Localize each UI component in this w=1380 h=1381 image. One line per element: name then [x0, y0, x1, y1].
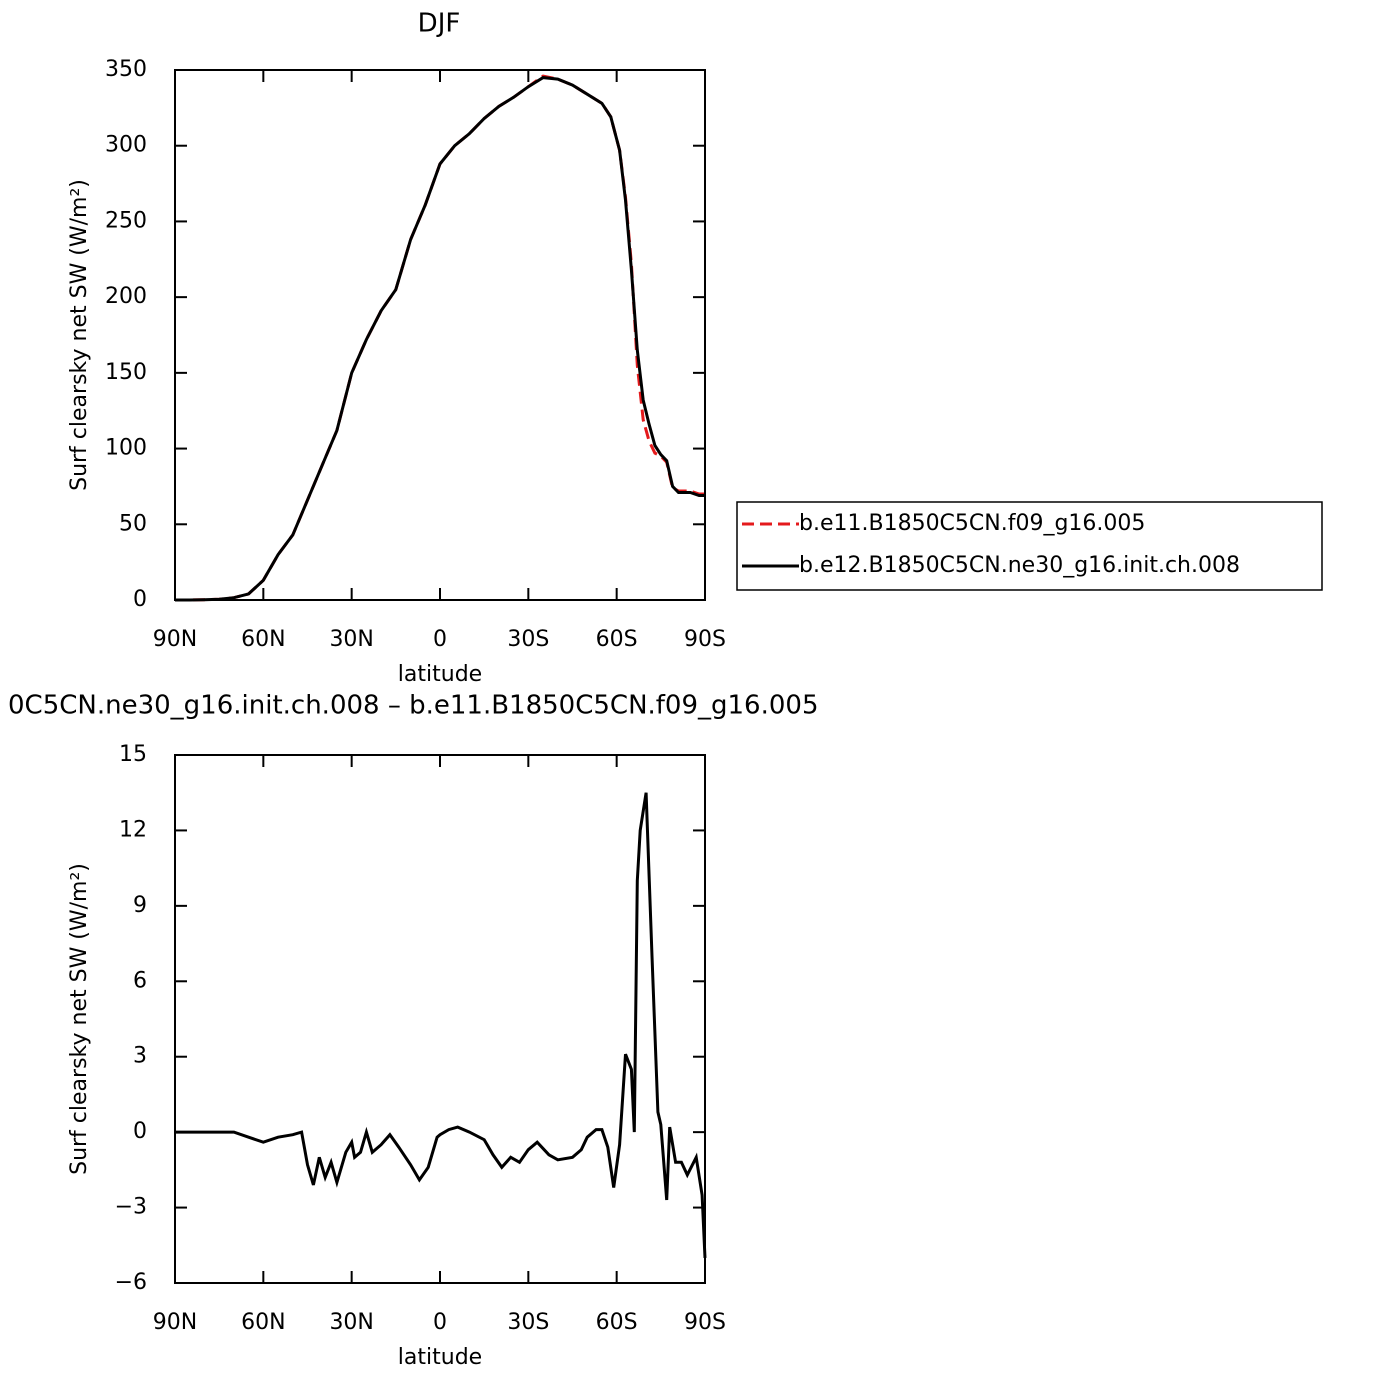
y-tick-label: 9	[133, 893, 147, 918]
y-tick-label: 100	[105, 436, 147, 461]
x-axis-label: latitude	[398, 1345, 482, 1370]
y-tick-label: 300	[105, 133, 147, 158]
x-tick-label: 60N	[241, 627, 285, 652]
legend-label: b.e12.B1850C5CN.ne30_g16.init.ch.008	[799, 553, 1240, 578]
x-tick-label: 0	[433, 627, 447, 652]
x-tick-label: 90S	[684, 1310, 726, 1335]
x-tick-label: 60N	[241, 1310, 285, 1335]
y-tick-label: −6	[115, 1270, 147, 1295]
y-tick-label: 0	[133, 587, 147, 612]
legend-box	[736, 501, 1323, 591]
y-tick-label: 50	[119, 511, 147, 536]
y-tick-label: 12	[119, 817, 147, 842]
x-tick-label: 90N	[153, 1310, 197, 1335]
y-tick-label: 250	[105, 208, 147, 233]
x-tick-label: 90S	[684, 627, 726, 652]
plot-frame	[174, 69, 706, 601]
chart-title: 0C5CN.ne30_g16.init.ch.008 – b.e11.B1850…	[8, 691, 819, 721]
x-tick-label: 60S	[596, 627, 638, 652]
y-tick-label: 0	[133, 1119, 147, 1144]
x-tick-label: 0	[433, 1310, 447, 1335]
y-tick-label: 150	[105, 360, 147, 385]
data-line	[175, 74, 705, 602]
plot-frame	[174, 754, 706, 1284]
y-tick-label: −3	[115, 1195, 147, 1220]
legend-label: b.e11.B1850C5CN.f09_g16.005	[799, 511, 1145, 536]
y-tick-label: 200	[105, 284, 147, 309]
y-tick-label: 15	[119, 742, 147, 767]
chart-title: DJF	[418, 9, 461, 39]
y-tick-label: 3	[133, 1044, 147, 1069]
y-tick-label: 6	[133, 968, 147, 993]
data-line	[175, 76, 705, 602]
x-tick-label: 30N	[329, 1310, 373, 1335]
x-axis-label: latitude	[398, 662, 482, 687]
y-axis-label: Surf clearsky net SW (W/m²)	[67, 179, 92, 491]
x-tick-label: 90N	[153, 627, 197, 652]
data-line	[175, 792, 707, 1258]
x-tick-label: 30S	[507, 627, 549, 652]
x-tick-label: 30S	[507, 1310, 549, 1335]
x-tick-label: 60S	[596, 1310, 638, 1335]
y-axis-label: Surf clearsky net SW (W/m²)	[67, 863, 92, 1175]
y-tick-label: 350	[105, 57, 147, 82]
x-tick-label: 30N	[329, 627, 373, 652]
